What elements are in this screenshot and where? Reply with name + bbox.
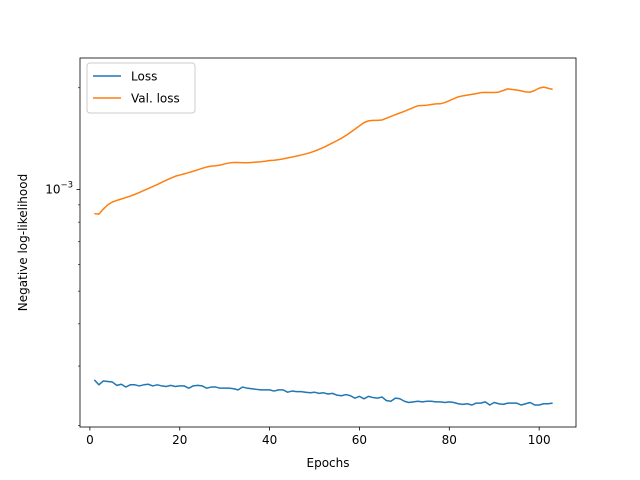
x-tick-label: 20	[172, 433, 187, 447]
x-tick-label: 40	[262, 433, 277, 447]
x-tick-label: 0	[86, 433, 94, 447]
legend: Loss Val. loss	[86, 62, 196, 114]
series-line-loss	[93, 379, 553, 406]
series-layer	[93, 86, 553, 406]
x-tick-label: 100	[528, 433, 551, 447]
legend-label-loss: Loss	[131, 70, 157, 84]
x-tick-label: 60	[352, 433, 367, 447]
x-tick-label: 80	[442, 433, 457, 447]
legend-label-val-loss: Val. loss	[131, 92, 180, 106]
series-line-val-loss	[94, 86, 553, 215]
x-axis-title: Epochs	[307, 456, 350, 470]
y-axis-title: Negative log-likelihood	[16, 174, 30, 311]
plot-frame	[79, 57, 577, 428]
